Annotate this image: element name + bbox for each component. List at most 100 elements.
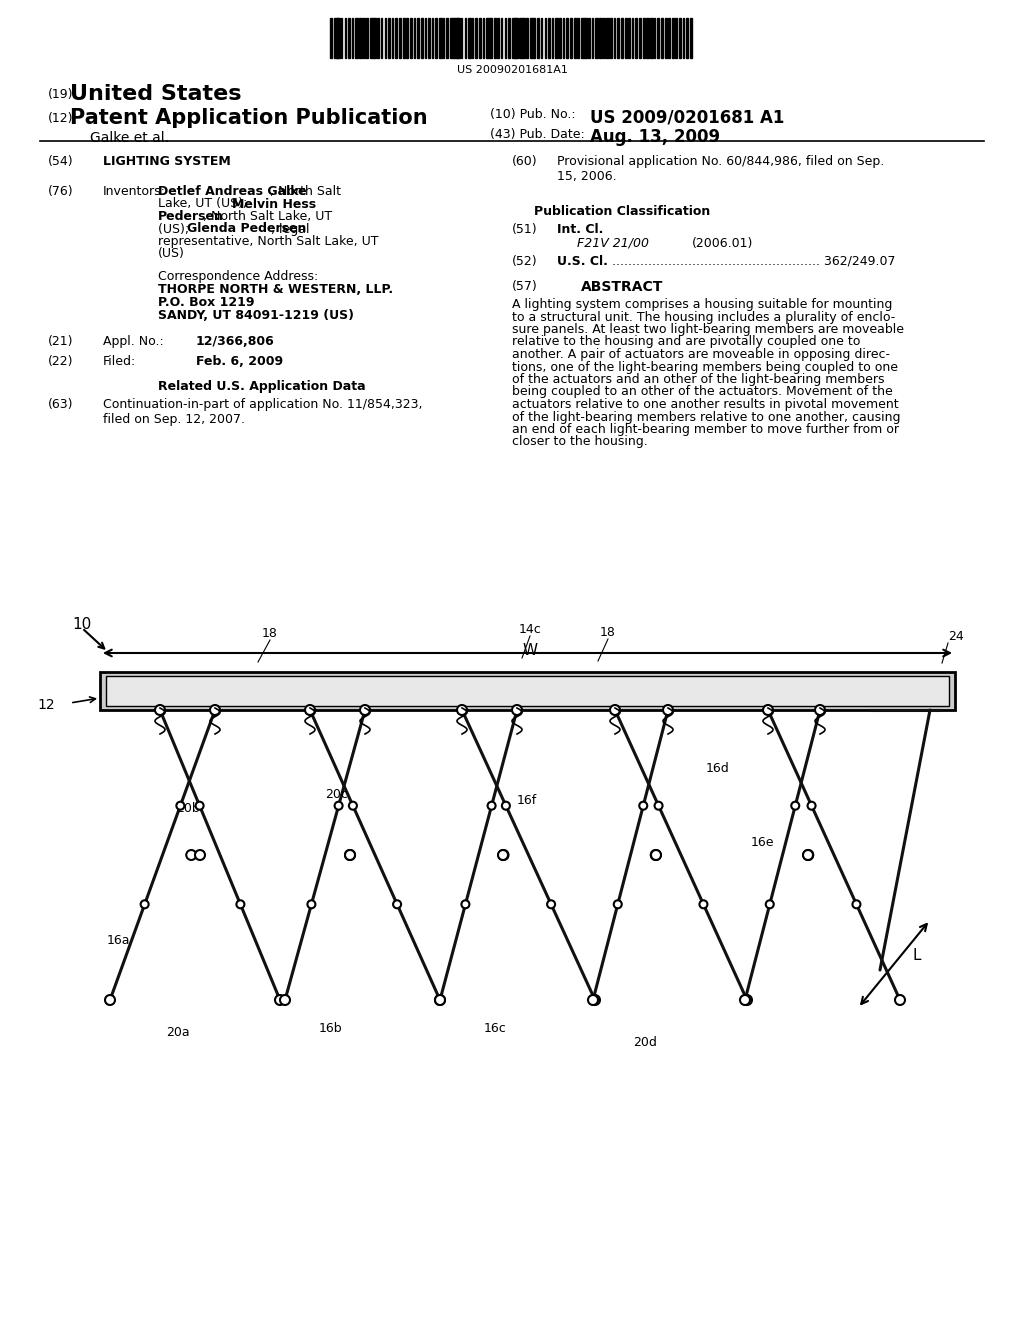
Circle shape — [462, 900, 469, 908]
Bar — [352, 18, 353, 58]
Text: F21V 21/00: F21V 21/00 — [577, 238, 649, 249]
Bar — [676, 18, 677, 58]
Circle shape — [852, 900, 860, 908]
Circle shape — [815, 705, 825, 715]
Bar — [660, 18, 664, 58]
Circle shape — [792, 801, 800, 809]
Bar — [566, 18, 568, 58]
Circle shape — [742, 995, 752, 1005]
Text: US 20090201681A1: US 20090201681A1 — [457, 65, 567, 75]
Bar — [421, 18, 423, 58]
Text: A lighting system comprises a housing suitable for mounting: A lighting system comprises a housing su… — [512, 298, 892, 312]
Bar — [588, 18, 590, 58]
Bar — [388, 18, 390, 58]
Text: (54): (54) — [48, 154, 74, 168]
Bar — [100, 672, 955, 710]
Bar — [653, 18, 655, 58]
Text: W: W — [522, 643, 538, 657]
Bar — [515, 18, 518, 58]
Circle shape — [210, 705, 220, 715]
Bar — [643, 18, 645, 58]
Text: 16f: 16f — [517, 793, 538, 807]
Bar — [367, 18, 368, 58]
Text: (76): (76) — [48, 185, 74, 198]
Circle shape — [654, 801, 663, 809]
Bar — [385, 18, 386, 58]
Text: representative, North Salt Lake, UT: representative, North Salt Lake, UT — [158, 235, 379, 248]
Bar — [370, 18, 374, 58]
Circle shape — [610, 705, 620, 715]
Text: Galke et al.: Galke et al. — [90, 131, 169, 145]
Text: being coupled to an other of the actuators. Movement of the: being coupled to an other of the actuato… — [512, 385, 893, 399]
Bar — [450, 18, 454, 58]
Text: United States: United States — [70, 84, 242, 104]
Text: 16c: 16c — [483, 1022, 507, 1035]
Circle shape — [699, 900, 708, 908]
Bar — [679, 18, 681, 58]
Text: , North Salt: , North Salt — [270, 185, 341, 198]
Bar — [522, 18, 525, 58]
Text: 20a: 20a — [166, 1026, 189, 1039]
Bar — [669, 18, 670, 58]
Text: of the light-bearing members relative to one another, causing: of the light-bearing members relative to… — [512, 411, 900, 424]
Bar — [613, 18, 615, 58]
Circle shape — [393, 900, 401, 908]
Text: Lake, UT (US);: Lake, UT (US); — [158, 198, 251, 210]
Bar — [374, 18, 376, 58]
Text: an end of each light-bearing member to move further from or: an end of each light-bearing member to m… — [512, 422, 899, 436]
Bar — [512, 18, 516, 58]
Bar — [508, 18, 510, 58]
Text: closer to the housing.: closer to the housing. — [512, 436, 648, 449]
Bar — [410, 18, 412, 58]
Bar — [617, 18, 618, 58]
Circle shape — [547, 900, 555, 908]
Bar — [530, 18, 534, 58]
Bar — [646, 18, 649, 58]
Bar — [355, 18, 358, 58]
Text: 20c: 20c — [326, 788, 348, 801]
Bar — [632, 18, 633, 58]
Text: Glenda Pedersen: Glenda Pedersen — [187, 223, 307, 235]
Bar — [683, 18, 684, 58]
Text: Inventors:: Inventors: — [103, 185, 166, 198]
Bar — [690, 18, 691, 58]
Text: 16e: 16e — [751, 836, 774, 849]
Circle shape — [195, 850, 205, 861]
Bar — [686, 18, 688, 58]
Circle shape — [487, 801, 496, 809]
Bar — [334, 18, 338, 58]
Bar — [505, 18, 506, 58]
Text: (10) Pub. No.:: (10) Pub. No.: — [490, 108, 575, 121]
Bar — [639, 18, 641, 58]
Bar — [592, 18, 593, 58]
Bar — [482, 18, 484, 58]
Bar — [595, 18, 598, 58]
Bar — [494, 18, 497, 58]
Circle shape — [435, 995, 445, 1005]
Bar — [585, 18, 587, 58]
Bar — [672, 18, 675, 58]
Circle shape — [651, 850, 662, 861]
Text: 20d: 20d — [633, 1035, 657, 1048]
Bar — [552, 18, 553, 58]
Bar — [428, 18, 430, 58]
Text: THORPE NORTH & WESTERN, LLP.: THORPE NORTH & WESTERN, LLP. — [158, 282, 393, 296]
Circle shape — [498, 850, 508, 861]
Text: relative to the housing and are pivotally coupled one to: relative to the housing and are pivotall… — [512, 335, 860, 348]
Circle shape — [275, 995, 285, 1005]
Text: Related U.S. Application Data: Related U.S. Application Data — [158, 380, 366, 393]
Circle shape — [613, 900, 622, 908]
Circle shape — [588, 995, 598, 1005]
Text: Patent Application Publication: Patent Application Publication — [70, 108, 428, 128]
Text: ABSTRACT: ABSTRACT — [581, 280, 664, 294]
Circle shape — [639, 801, 647, 809]
Bar — [603, 18, 605, 58]
Text: Aug. 13, 2009: Aug. 13, 2009 — [590, 128, 720, 147]
Bar — [555, 18, 558, 58]
Text: tions, one of the light-bearing members being coupled to one: tions, one of the light-bearing members … — [512, 360, 898, 374]
Bar — [341, 18, 342, 58]
Text: U.S. Cl.: U.S. Cl. — [557, 255, 608, 268]
Bar — [599, 18, 601, 58]
Text: (US);: (US); — [158, 223, 194, 235]
Bar — [417, 18, 419, 58]
